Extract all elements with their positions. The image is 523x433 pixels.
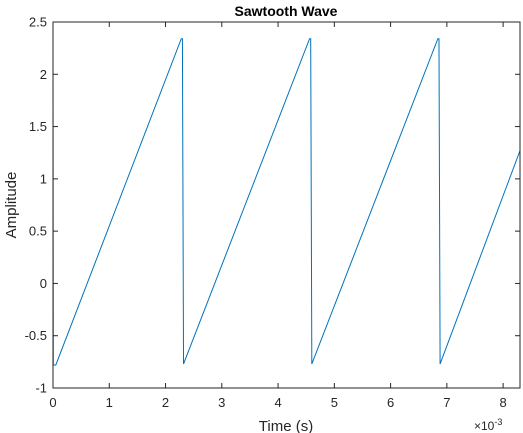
chart-title: Sawtooth Wave [235,3,338,19]
plot-frame [52,21,521,389]
y-tick-label: 2.5 [29,15,47,30]
x-tick-label: 7 [443,395,450,410]
y-tick-label: -0.5 [25,328,47,343]
y-tick-label: -1 [35,381,47,396]
plot-background [53,22,520,388]
x-tick-label: 8 [500,395,507,410]
x-tick-label: 3 [218,395,225,410]
x-axis-multiplier-exponent: -3 [494,417,502,427]
x-tick-label: 0 [49,395,56,410]
x-axis-label: Time (s) [259,418,313,433]
y-tick-label: 1.5 [29,119,47,134]
x-tick-label: 1 [106,395,113,410]
x-axis: 0 1 2 3 4 5 6 7 8 [49,22,507,410]
series-line [53,38,520,366]
x-axis-multiplier: ×10-3 [474,417,502,433]
y-tick-label: 0.5 [29,224,47,239]
y-axis: -1 -0.5 0 0.5 1 1.5 2 2.5 [25,15,520,396]
y-tick-label: 0 [40,276,47,291]
x-tick-label: 2 [162,395,169,410]
x-tick-label: 5 [331,395,338,410]
y-tick-label: 2 [40,67,47,82]
x-tick-label: 4 [274,395,281,410]
y-axis-label: Amplitude [3,172,20,239]
x-tick-label: 6 [387,395,394,410]
y-tick-label: 1 [40,171,47,186]
x-axis-multiplier-base: ×10 [474,419,495,433]
